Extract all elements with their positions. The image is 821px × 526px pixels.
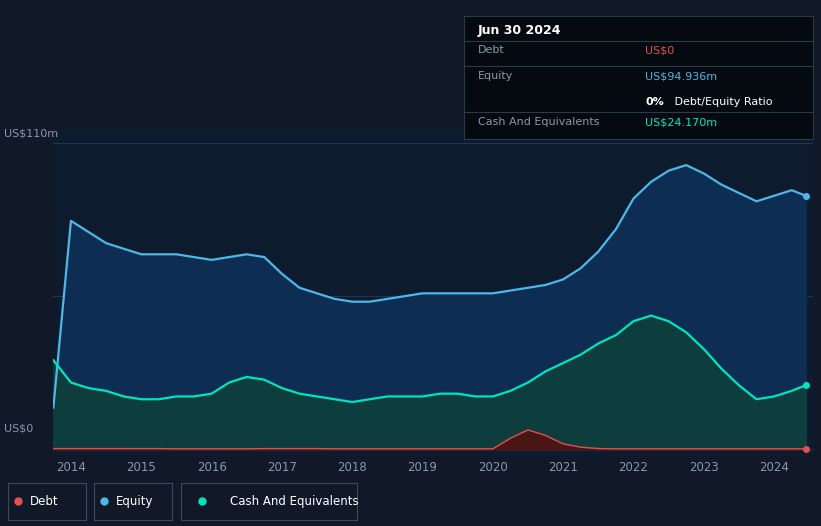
Text: US$94.936m: US$94.936m [645,72,718,82]
Text: Debt/Equity Ratio: Debt/Equity Ratio [672,97,773,107]
Text: US$0: US$0 [645,45,675,55]
Text: Cash And Equivalents: Cash And Equivalents [230,495,359,508]
Text: Debt: Debt [478,45,505,55]
Text: Cash And Equivalents: Cash And Equivalents [478,117,599,127]
Text: US$24.170m: US$24.170m [645,117,718,127]
Text: Equity: Equity [478,72,513,82]
Text: Jun 30 2024: Jun 30 2024 [478,24,562,37]
Text: Debt: Debt [30,495,58,508]
Text: Equity: Equity [117,495,154,508]
Text: 0%: 0% [645,97,664,107]
Text: US$110m: US$110m [4,129,58,139]
Text: US$0: US$0 [4,424,34,434]
